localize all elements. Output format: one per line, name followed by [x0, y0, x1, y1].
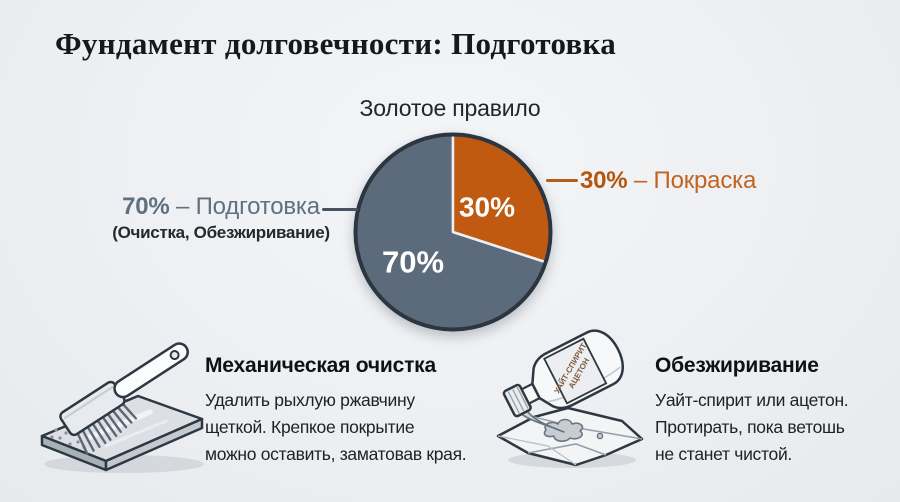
page-title: Фундамент долговечности: Подготовка — [55, 26, 617, 61]
pie-chart: 70% 30% — [353, 132, 553, 332]
leader-line-preparation — [322, 208, 358, 211]
leader-line-painting — [546, 179, 578, 182]
feature-heading: Механическая очистка — [205, 354, 436, 377]
feature-heading: Обезжиривание — [655, 354, 819, 377]
callout-painting-percent: 30% — [580, 167, 628, 194]
callout-preparation: 70% – Подготовка (Очистка, Обезжиривание… — [82, 193, 360, 243]
handle-hole — [169, 350, 180, 361]
bristles — [76, 402, 138, 455]
callout-painting-name: Покраска — [653, 167, 757, 194]
solvent-bottle: УАЙТ-СПИРИТ АЦЕТОН — [502, 329, 624, 418]
callout-preparation-main: 70% – Подготовка — [82, 193, 360, 221]
bottle-label — [543, 337, 608, 405]
feature-body-line: Удалить рыхлую ржавчину — [205, 390, 415, 410]
feature-mechanical-cleaning: Механическая очистка Удалить рыхлую ржав… — [205, 354, 495, 468]
callout-preparation-sublabel: (Очистка, Обезжиривание) — [112, 223, 330, 242]
chart-title: Золотое правило — [359, 95, 541, 121]
dash-separator: – — [633, 167, 648, 194]
callout-painting: 30% – Покраска — [580, 167, 756, 195]
feature-degreasing: Обезжиривание Уайт-спирит или ацетон. Пр… — [655, 354, 900, 468]
feature-body-line: щеткой. Крепкое покрытие — [205, 417, 415, 437]
callout-preparation-name: Подготовка — [195, 193, 321, 220]
pie-value-painting: 30% — [459, 192, 515, 223]
solvent-puddle — [543, 418, 604, 442]
feature-body-line: можно оставить, заматовав края. — [205, 444, 467, 464]
wire-brush — [59, 342, 189, 455]
feature-body-line: Уайт-спирит или ацетон. — [655, 390, 849, 410]
wire-brush-icon — [40, 342, 204, 473]
feature-body-line: не станет чистой. — [655, 444, 792, 464]
solvent-bottle-icon: УАЙТ-СПИРИТ АЦЕТОН — [496, 329, 644, 468]
feature-body-line: Протирать, пока ветошь — [655, 417, 845, 437]
pie-outline — [353, 132, 553, 332]
pie-value-preparation: 70% — [382, 245, 444, 280]
dash-separator: – — [175, 193, 190, 220]
callout-preparation-percent: 70% — [122, 193, 170, 220]
